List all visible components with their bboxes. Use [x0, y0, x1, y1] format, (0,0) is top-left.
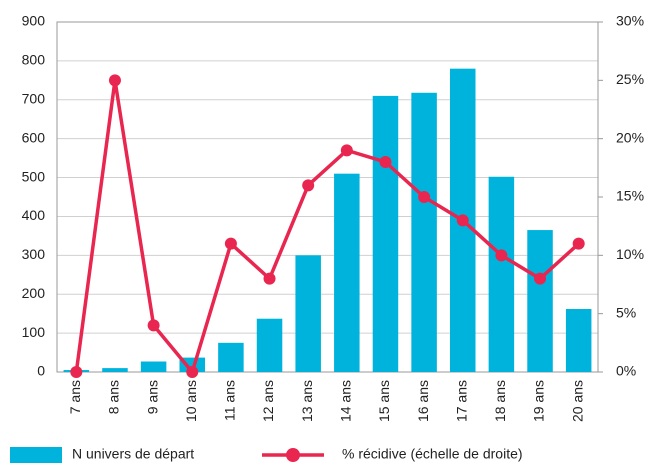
bar [565, 309, 592, 372]
y-tick-label: 500 [22, 168, 46, 184]
y-tick-label: 100 [22, 324, 46, 340]
bar [488, 176, 515, 372]
y-tick-label: 400 [22, 207, 46, 223]
bar [179, 357, 206, 372]
line-marker [456, 214, 469, 227]
y2-tick-label: 5% [616, 304, 636, 320]
legend-swatch [286, 448, 300, 462]
bar [334, 173, 360, 372]
line-marker [70, 366, 83, 378]
x-tick-label: 16 ans [415, 380, 431, 422]
line-marker [495, 249, 508, 262]
bar [295, 255, 321, 372]
line-marker [224, 237, 237, 250]
x-tick-label: 15 ans [376, 380, 392, 422]
line-marker [572, 237, 585, 250]
line-marker [186, 366, 199, 378]
line-marker [147, 319, 160, 332]
x-tick-label: 12 ans [260, 380, 276, 422]
y-tick-label: 600 [22, 129, 46, 145]
plot-frame [56, 21, 599, 373]
x-tick-label: 17 ans [453, 380, 469, 422]
line-marker [340, 144, 353, 157]
x-tick-label: 19 ans [531, 380, 547, 422]
x-tick-label: 14 ans [338, 380, 354, 422]
bar [102, 368, 128, 372]
x-tick-label: 20 ans [569, 380, 585, 422]
y-tick-label: 200 [22, 285, 46, 301]
x-tick-label: 13 ans [299, 380, 315, 422]
x-tick-label: 10 ans [183, 380, 199, 422]
x-tick-label: 11 ans [222, 380, 238, 421]
y-tick-label: 900 [22, 13, 46, 29]
bar [372, 95, 399, 372]
x-tick-label: 9 ans [144, 380, 160, 414]
y-tick-label: 0 [37, 363, 45, 379]
y-tick-label: 300 [22, 246, 46, 262]
bar [140, 361, 167, 372]
y-tick-label: 700 [22, 90, 46, 106]
y2-tick-label: 30% [616, 13, 644, 29]
bar [256, 318, 283, 372]
x-tick-label: 8 ans [106, 380, 122, 414]
x-tick-label: 18 ans [492, 380, 508, 422]
y2-tick-label: 25% [616, 71, 644, 87]
y2-tick-label: 10% [616, 246, 644, 262]
legend-swatch [10, 447, 62, 463]
bar [411, 92, 437, 373]
y2-tick-label: 20% [616, 129, 644, 145]
line-marker [379, 156, 392, 168]
x-tick-label: 7 ans [67, 380, 83, 414]
y-tick-label: 800 [22, 52, 46, 68]
line-marker [108, 74, 121, 87]
line-marker [302, 179, 315, 192]
y2-tick-label: 0% [616, 363, 636, 379]
y2-tick-label: 15% [616, 188, 644, 204]
line-marker [263, 272, 276, 285]
line-marker [418, 191, 431, 203]
legend-label: N univers de départ [72, 446, 194, 462]
line-marker [534, 272, 547, 285]
bar [218, 342, 244, 372]
bar [527, 230, 553, 372]
legend-label: % récidive (échelle de droite) [342, 446, 523, 462]
line [74, 80, 580, 376]
